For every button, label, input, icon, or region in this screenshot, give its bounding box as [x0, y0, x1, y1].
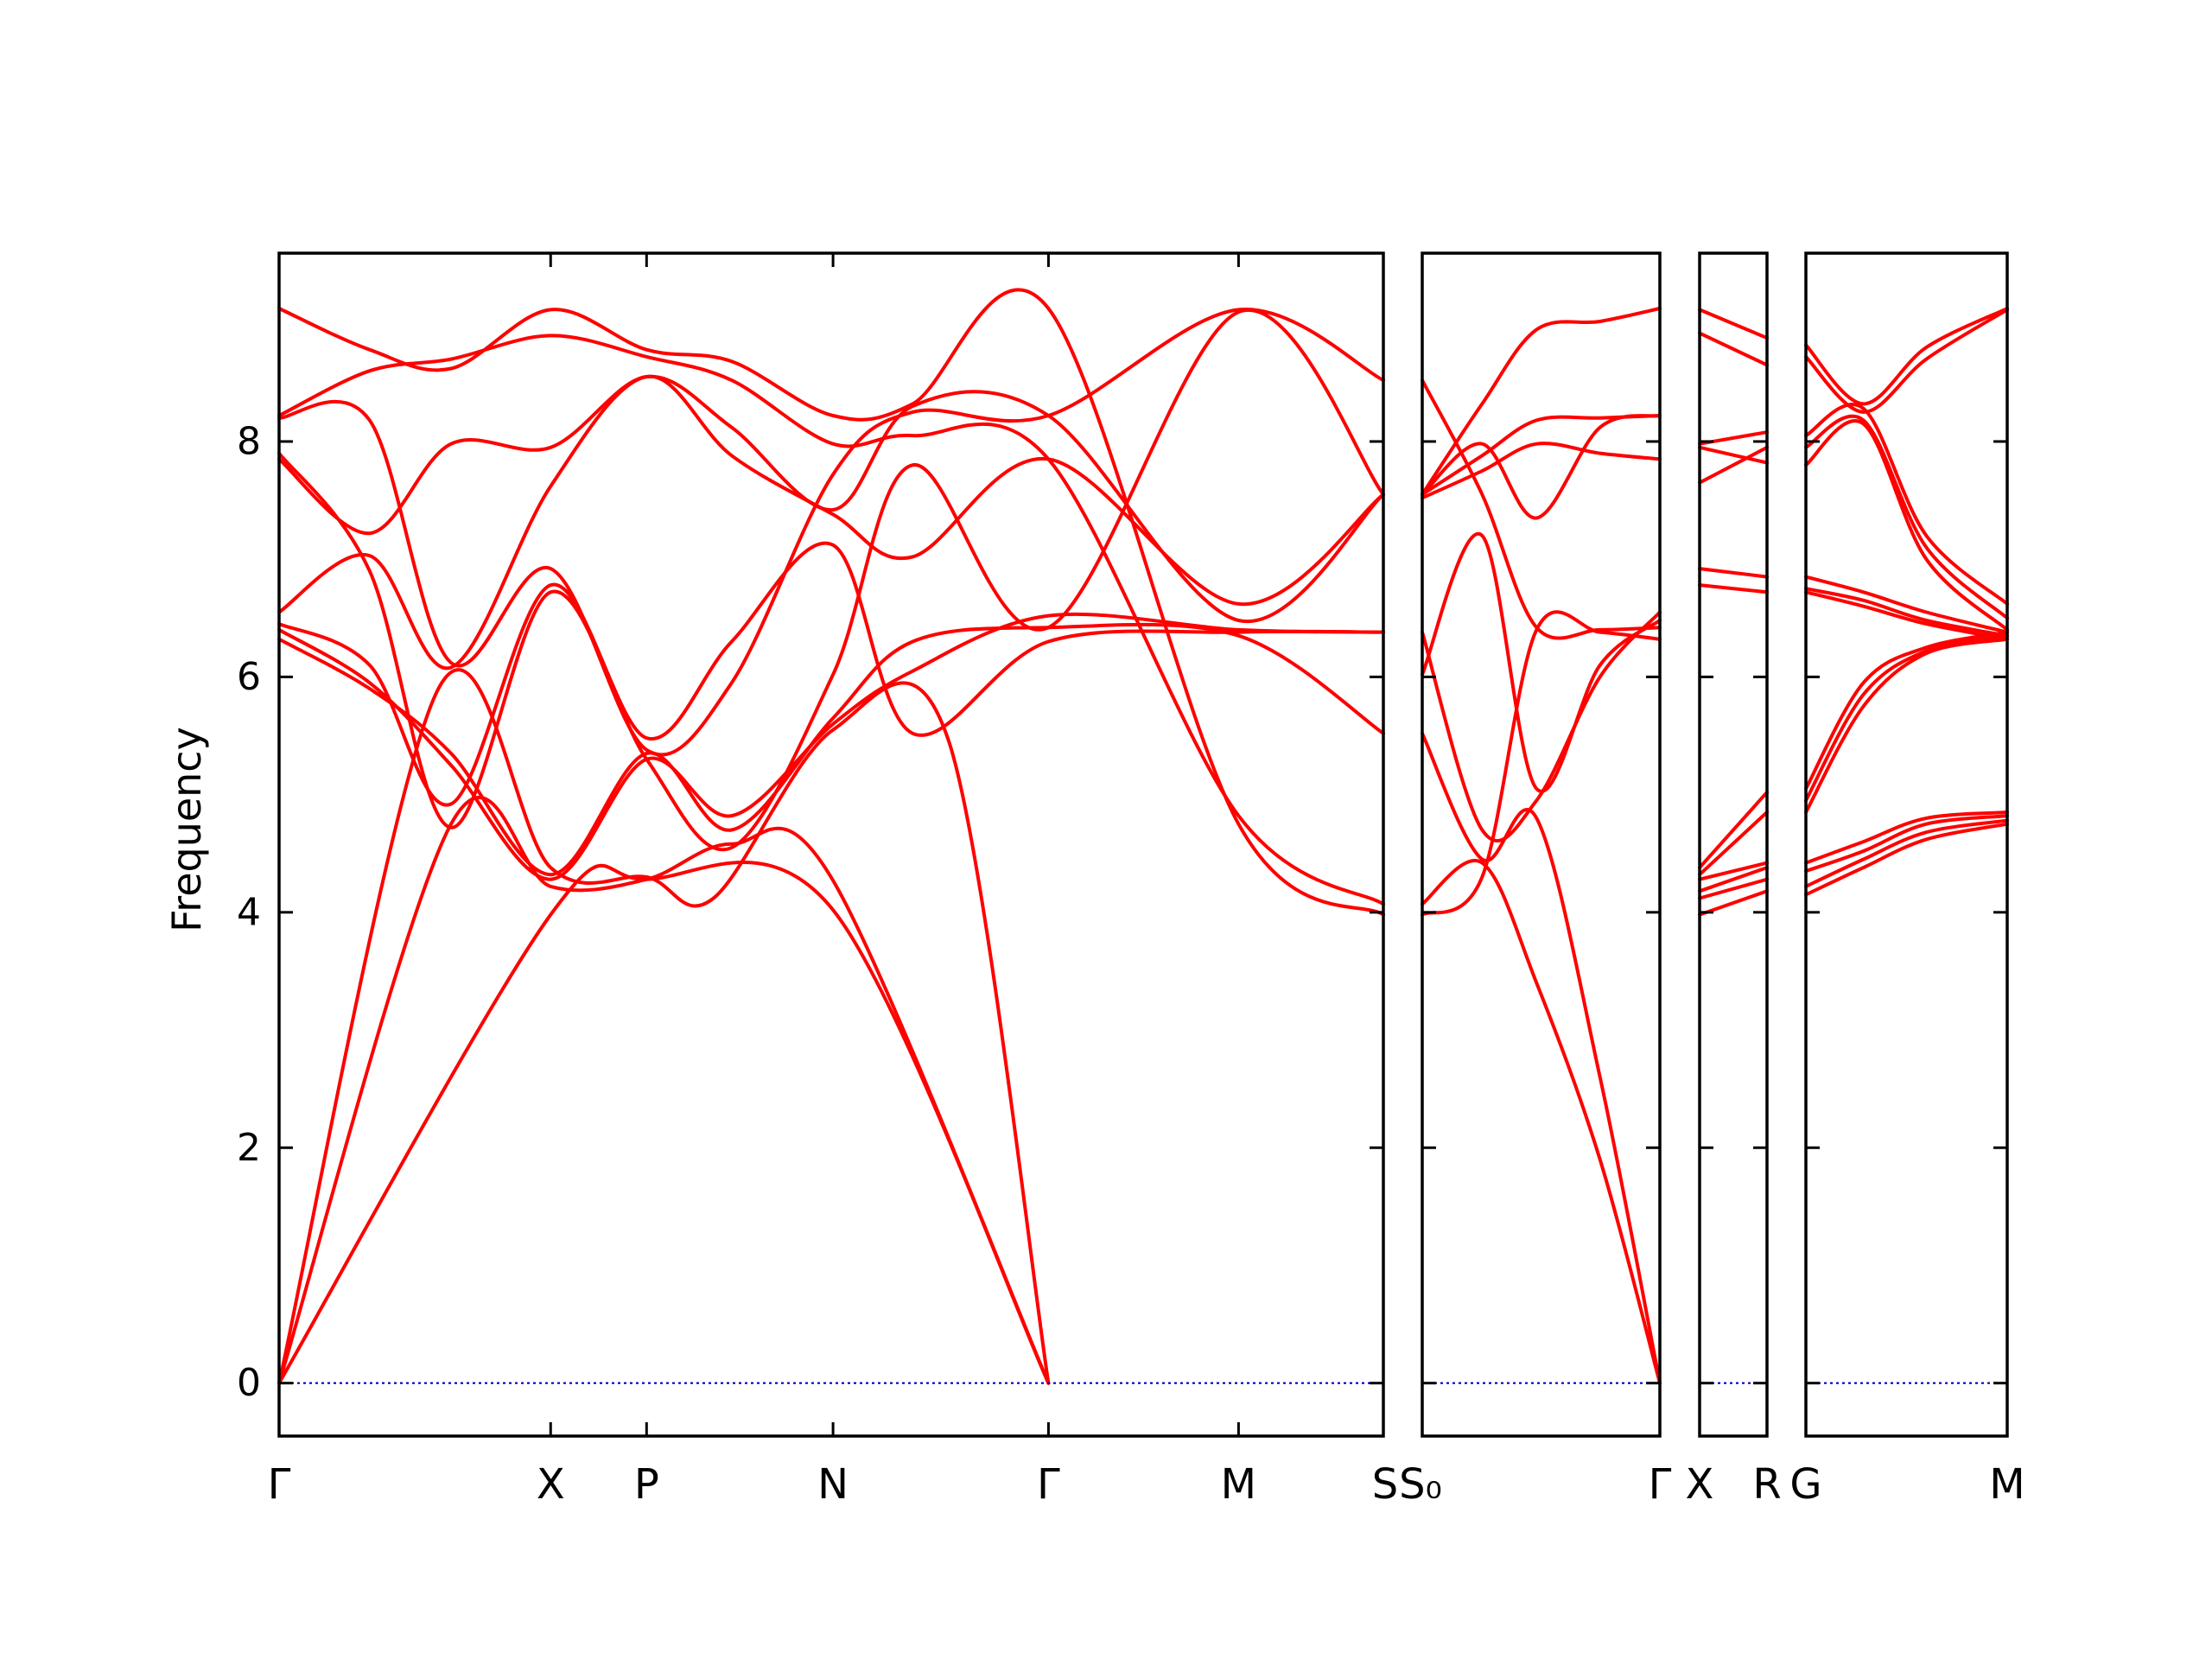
y-axis-label: Frequency	[163, 727, 210, 932]
band-line-2	[277, 668, 1051, 1385]
kpoint-label-2-0: X	[1686, 1460, 1714, 1509]
band-line-17	[1421, 610, 1662, 843]
band-line-18	[1421, 531, 1662, 793]
band-line-16	[1421, 442, 1662, 500]
band-line-41	[1804, 587, 2009, 638]
band-line-25	[1698, 445, 1769, 465]
band-line-31	[1698, 861, 1769, 881]
band-line-39	[1804, 419, 2009, 632]
ytick-label-2: 2	[237, 1126, 261, 1170]
ytick-label-8: 8	[237, 419, 261, 463]
band-line-35	[1804, 307, 2009, 406]
band-line-13	[1421, 307, 1662, 497]
kpoint-label-0-2: P	[634, 1460, 659, 1509]
ytick-label-6: 6	[237, 655, 261, 699]
ytick-label-0: 0	[237, 1361, 261, 1405]
band-line-47	[1804, 814, 2009, 874]
band-line-32	[1698, 866, 1769, 893]
band-line-23	[1698, 331, 1769, 367]
band-line-21	[1421, 610, 1662, 917]
band-line-40	[1804, 575, 2009, 634]
band-line-36	[1804, 308, 2009, 414]
band-line-7	[277, 374, 1385, 624]
kpoint-label-0-5: M	[1221, 1460, 1256, 1509]
band-line-46	[1804, 810, 2009, 865]
kpoint-label-3-0: G	[1789, 1460, 1821, 1509]
panel-frame-3	[1804, 251, 2009, 1438]
band-line-8	[277, 334, 1385, 906]
band-line-19	[1421, 731, 1662, 1385]
band-line-30	[1698, 810, 1769, 877]
band-line-44	[1804, 633, 2009, 803]
band-line-48	[1804, 818, 2009, 888]
band-line-49	[1804, 822, 2009, 897]
band-line-10	[277, 308, 1385, 757]
band-line-4	[277, 612, 1385, 881]
band-line-11	[277, 308, 1385, 852]
band-line-5	[277, 541, 1385, 807]
band-line-14	[1421, 414, 1662, 520]
band-line-34	[1698, 889, 1769, 917]
kpoint-label-0-1: X	[537, 1460, 565, 1509]
kpoint-label-0-0: Γ	[268, 1460, 291, 1509]
band-line-37	[1804, 403, 2009, 606]
panel-frames-layer	[277, 251, 2009, 1438]
band-line-9	[277, 288, 1385, 917]
panel-frame-1	[1421, 251, 1662, 1438]
band-line-43	[1804, 630, 2009, 791]
band-line-0	[277, 861, 1051, 1385]
band-line-22	[1698, 308, 1769, 340]
band-line-26	[1698, 445, 1769, 485]
band-line-42	[1804, 590, 2009, 641]
band-line-38	[1804, 414, 2009, 620]
band-line-27	[1698, 567, 1769, 579]
kpoint-label-1-1: Γ	[1649, 1460, 1672, 1509]
band-line-28	[1698, 583, 1769, 594]
band-line-20	[1421, 859, 1662, 1385]
band-line-15	[1421, 414, 1662, 497]
band-line-6	[277, 374, 1385, 671]
band-line-3	[277, 622, 1385, 877]
kpoint-label-0-6: S	[1372, 1460, 1398, 1509]
kpoint-label-2-1: R	[1752, 1460, 1781, 1509]
band-line-33	[1698, 877, 1769, 900]
ytick-label-4: 4	[237, 890, 261, 934]
band-line-45	[1804, 637, 2009, 814]
kpoint-label-0-4: Γ	[1037, 1460, 1060, 1509]
panel-frame-0	[277, 251, 1385, 1438]
band-line-1	[277, 795, 1051, 1385]
ticks-layer	[277, 253, 2009, 1436]
panel-frame-2	[1698, 251, 1769, 1438]
kpoint-label-0-3: N	[817, 1460, 849, 1509]
kpoint-label-3-1: M	[1989, 1460, 2024, 1509]
kpoint-label-1-0: S₀	[1399, 1460, 1442, 1509]
band-line-29	[1698, 790, 1769, 870]
bands-layer	[277, 288, 2009, 1385]
